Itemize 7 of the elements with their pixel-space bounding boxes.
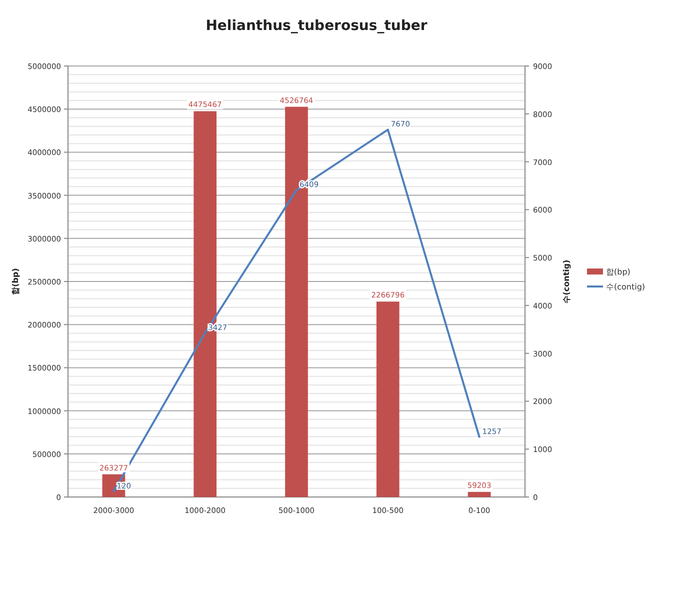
chart-title: Helianthus_tuberosus_tuber [206, 18, 428, 34]
y2-axis-title: 수(contig) [562, 260, 571, 304]
y-axis-title: 합(bp) [11, 268, 20, 295]
legend-label: 합(bp) [606, 268, 630, 276]
legend-label: 수(contig) [606, 282, 646, 292]
bar [468, 492, 491, 497]
bar [376, 302, 400, 497]
